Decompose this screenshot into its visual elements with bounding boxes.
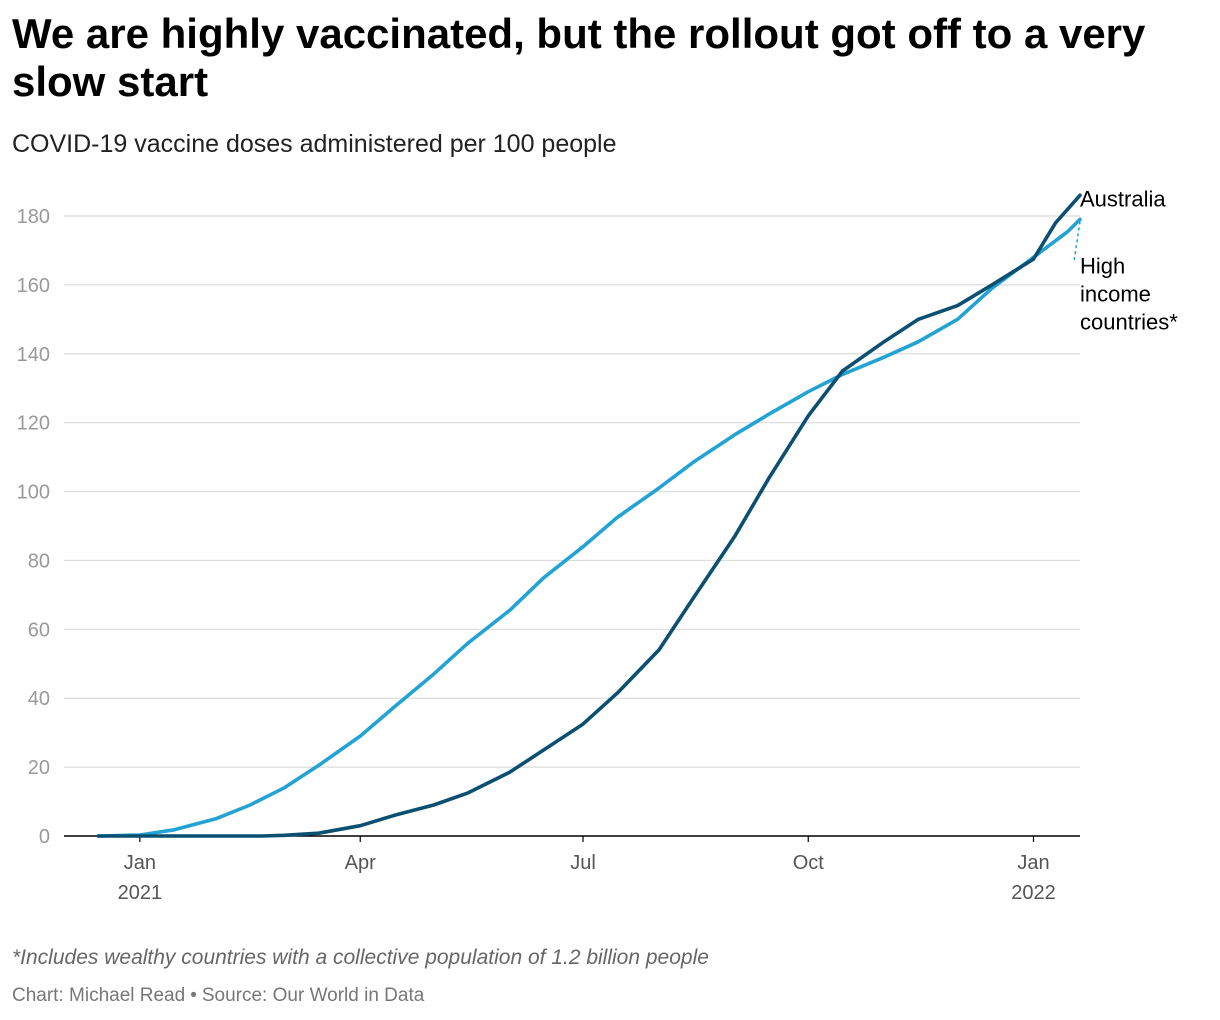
- x-tick-year-label: 2022: [1011, 882, 1056, 904]
- x-tick-label: Apr: [345, 852, 376, 874]
- y-axis-ticks: 0 20 40 60 80 100 120 140 160 180: [17, 206, 50, 848]
- chart-title: We are highly vaccinated, but the rollou…: [12, 10, 1146, 105]
- y-tick-label: 0: [39, 826, 50, 848]
- series-lines: [96, 193, 1082, 838]
- series-line-australia: [96, 193, 1082, 838]
- series-end-labels: Australia High income countries*: [1073, 186, 1178, 334]
- label-leader-line: [1073, 221, 1081, 262]
- x-tick-label: Jan: [1017, 852, 1049, 874]
- credit-source: Source: Our World in Data: [201, 985, 425, 1006]
- y-tick-label: 120: [17, 413, 50, 435]
- x-tick-label: Jul: [570, 852, 596, 874]
- series-end-label: countries*: [1080, 309, 1178, 334]
- x-tick-year-label: 2021: [118, 882, 163, 904]
- series-line-high-income-countries: [96, 217, 1082, 838]
- series-end-label: Australia: [1080, 186, 1166, 211]
- credit-line: Chart: Michael Read • Source: Our World in…: [12, 985, 424, 1007]
- x-tick-label: Jan: [124, 852, 156, 874]
- credit-separator: •: [190, 985, 197, 1006]
- footnote: *Includes wealthy countries with a colle…: [12, 946, 709, 969]
- line-chart: 0 20 40 60 80 100 120 140 160 180 Jan 2021 Apr Jul Oc…: [17, 186, 1179, 904]
- credit-author: Chart: Michael Read: [12, 985, 186, 1006]
- y-tick-label: 60: [28, 619, 50, 641]
- y-tick-label: 80: [28, 550, 50, 572]
- x-tick-label: Oct: [793, 852, 825, 874]
- y-tick-label: 140: [17, 344, 50, 366]
- chart-subtitle: COVID-19 vaccine doses administered per …: [12, 130, 617, 158]
- y-tick-label: 180: [17, 206, 50, 228]
- gridlines: [64, 215, 1080, 837]
- series-end-label: High: [1080, 253, 1125, 278]
- x-axis-ticks: Jan 2021 Apr Jul Oct Jan 2022: [118, 836, 1056, 904]
- y-tick-label: 100: [17, 482, 50, 504]
- y-tick-label: 40: [28, 688, 50, 710]
- y-tick-label: 160: [17, 275, 50, 297]
- series-end-label: income: [1080, 281, 1151, 306]
- y-tick-label: 20: [28, 757, 50, 779]
